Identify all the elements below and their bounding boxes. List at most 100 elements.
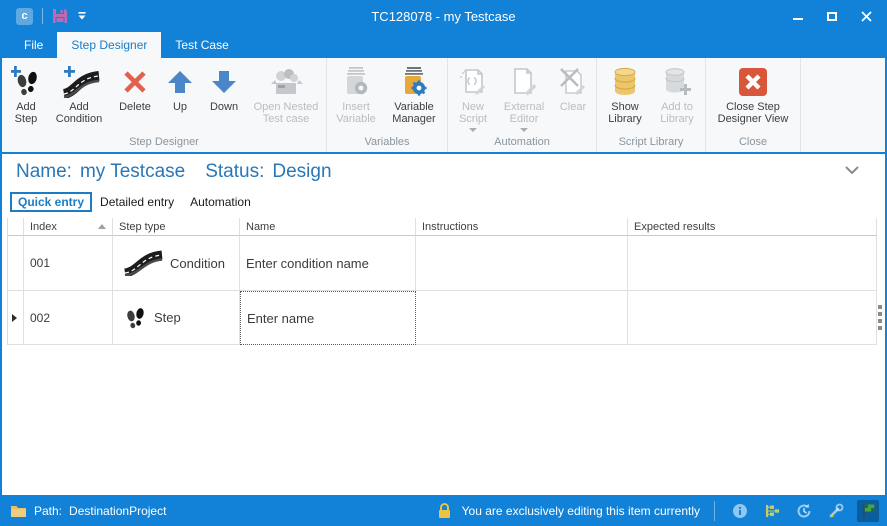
cell-expected-results[interactable] xyxy=(628,291,877,345)
tab-detailed-entry[interactable]: Detailed entry xyxy=(100,194,175,209)
collapse-header-icon[interactable] xyxy=(845,166,859,174)
clear-script-button[interactable]: Clear xyxy=(555,63,591,133)
splitter-grip[interactable] xyxy=(878,305,882,330)
column-header-label: Expected results xyxy=(634,220,716,233)
cell-step-type[interactable]: Condition xyxy=(113,236,240,291)
external-editor-icon xyxy=(509,63,539,101)
variable-manager-button[interactable]: Variable Manager xyxy=(386,63,442,133)
row-gutter-header xyxy=(8,218,24,236)
show-library-button[interactable]: Show Library xyxy=(602,63,648,133)
ribbon-button-label: Open Nested Test case xyxy=(253,101,319,125)
cell-step-type[interactable]: Step xyxy=(113,291,240,345)
save-icon[interactable] xyxy=(52,8,68,24)
cell-index[interactable]: 002 xyxy=(24,291,113,345)
info-icon[interactable] xyxy=(729,500,751,522)
testcase-status: Design xyxy=(272,161,332,182)
new-script-dropdown-icon[interactable] xyxy=(469,128,477,132)
new-script-button[interactable]: New Script xyxy=(453,63,493,133)
ribbon-button-label: Add to Library xyxy=(660,101,694,125)
delete-icon xyxy=(122,63,148,101)
add-condition-button[interactable]: Add Condition xyxy=(51,63,107,133)
ribbon: Add Step Add Condition xyxy=(2,58,885,154)
condition-icon xyxy=(123,250,163,276)
ribbon-button-label: Variable Manager xyxy=(392,101,436,125)
add-to-library-icon xyxy=(663,63,691,101)
cell-index[interactable]: 001 xyxy=(24,236,113,291)
column-header-label: Index xyxy=(30,220,57,233)
qat-dropdown-icon[interactable] xyxy=(77,11,87,21)
cell-instructions[interactable] xyxy=(416,236,628,291)
close-button[interactable] xyxy=(859,9,873,23)
tab-automation[interactable]: Automation xyxy=(190,194,251,209)
hierarchy-icon[interactable] xyxy=(761,500,783,522)
column-header-instructions[interactable]: Instructions xyxy=(416,218,628,236)
move-down-button[interactable]: Down xyxy=(203,63,245,133)
delete-button[interactable]: Delete xyxy=(113,63,157,133)
cell-name-selected[interactable]: Enter name xyxy=(240,291,416,345)
column-header-index[interactable]: Index xyxy=(24,218,113,236)
lock-icon xyxy=(437,502,452,519)
cell-expected-results[interactable] xyxy=(628,236,877,291)
current-row-marker-icon xyxy=(12,313,17,322)
statusbar: Path: DestinationProject You are exclusi… xyxy=(0,495,887,526)
statusbar-separator xyxy=(714,500,715,521)
add-step-button[interactable]: Add Step xyxy=(7,63,45,133)
index-value: 002 xyxy=(30,310,51,325)
open-nested-testcase-button[interactable]: Open Nested Test case xyxy=(251,63,321,133)
add-step-icon xyxy=(11,63,41,101)
ribbon-button-label: Add Step xyxy=(14,101,38,125)
cell-name[interactable]: Enter condition name xyxy=(240,236,416,291)
path-value[interactable]: DestinationProject xyxy=(69,503,167,518)
testcase-name: my Testcase xyxy=(79,161,186,182)
column-header-label: Instructions xyxy=(422,220,479,233)
show-library-icon xyxy=(612,63,638,101)
ribbon-button-label: Delete xyxy=(119,101,151,113)
external-editor-dropdown-icon[interactable] xyxy=(520,128,528,132)
column-header-expected-results[interactable]: Expected results xyxy=(628,218,877,236)
tab-file[interactable]: File xyxy=(24,38,44,52)
maximize-button[interactable] xyxy=(825,9,839,23)
window-title: TC128078 - my Testcase xyxy=(371,8,516,24)
move-up-button[interactable]: Up xyxy=(163,63,197,133)
ribbon-button-label: Close Step Designer View xyxy=(717,101,789,125)
ribbon-group-label: Variables xyxy=(364,136,410,148)
clear-icon xyxy=(558,63,588,101)
tools-icon[interactable] xyxy=(825,500,847,522)
path-section: Path: DestinationProject xyxy=(10,504,166,518)
window-controls xyxy=(791,9,887,23)
column-header-label: Step type xyxy=(119,220,166,233)
column-header-name[interactable]: Name xyxy=(240,218,416,236)
titlebar: c TC128078 - my Testcase xyxy=(0,0,887,32)
ribbon-group-script-library: Show Library Add to Library Script Libra… xyxy=(597,58,706,152)
ribbon-button-label: New Script xyxy=(458,101,488,125)
insert-variable-icon xyxy=(342,63,370,101)
tab-step-designer[interactable]: Step Designer xyxy=(57,32,162,58)
step-designer-view: Name: my Testcase Status: Design Quick e… xyxy=(2,154,885,495)
external-editor-button[interactable]: External Editor xyxy=(499,63,549,133)
app-logo-icon[interactable]: c xyxy=(16,7,33,25)
quick-access-toolbar: c xyxy=(0,7,87,25)
close-step-designer-view-button[interactable]: Close Step Designer View xyxy=(711,63,795,133)
ribbon-group-variables: Insert Variable xyxy=(327,58,448,152)
tab-test-case[interactable]: Test Case xyxy=(175,38,229,52)
arrow-up-icon xyxy=(167,63,193,101)
open-nested-testcase-icon xyxy=(268,63,304,101)
flag-icon[interactable] xyxy=(857,499,879,522)
insert-variable-button[interactable]: Insert Variable xyxy=(332,63,380,133)
ribbon-tab-row: File Step Designer Test Case xyxy=(0,32,887,58)
ribbon-spacer xyxy=(801,58,885,152)
step-type-value: Condition xyxy=(170,255,225,271)
add-to-library-button[interactable]: Add to Library xyxy=(654,63,700,133)
qat-separator xyxy=(42,8,43,24)
name-value: Enter name xyxy=(247,310,315,326)
cell-instructions[interactable] xyxy=(416,291,628,345)
history-icon[interactable] xyxy=(793,500,815,522)
step-icon xyxy=(123,305,147,331)
name-label: Name: xyxy=(16,161,72,182)
column-header-step-type[interactable]: Step type xyxy=(113,218,240,236)
row-gutter xyxy=(8,236,24,291)
minimize-button[interactable] xyxy=(791,9,805,23)
status-label: Status: xyxy=(205,161,265,182)
tab-quick-entry[interactable]: Quick entry xyxy=(10,191,93,212)
